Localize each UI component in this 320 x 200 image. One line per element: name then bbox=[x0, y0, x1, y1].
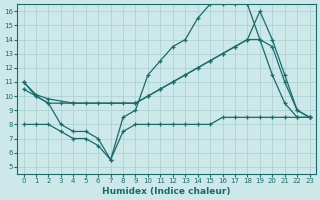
X-axis label: Humidex (Indice chaleur): Humidex (Indice chaleur) bbox=[102, 187, 231, 196]
